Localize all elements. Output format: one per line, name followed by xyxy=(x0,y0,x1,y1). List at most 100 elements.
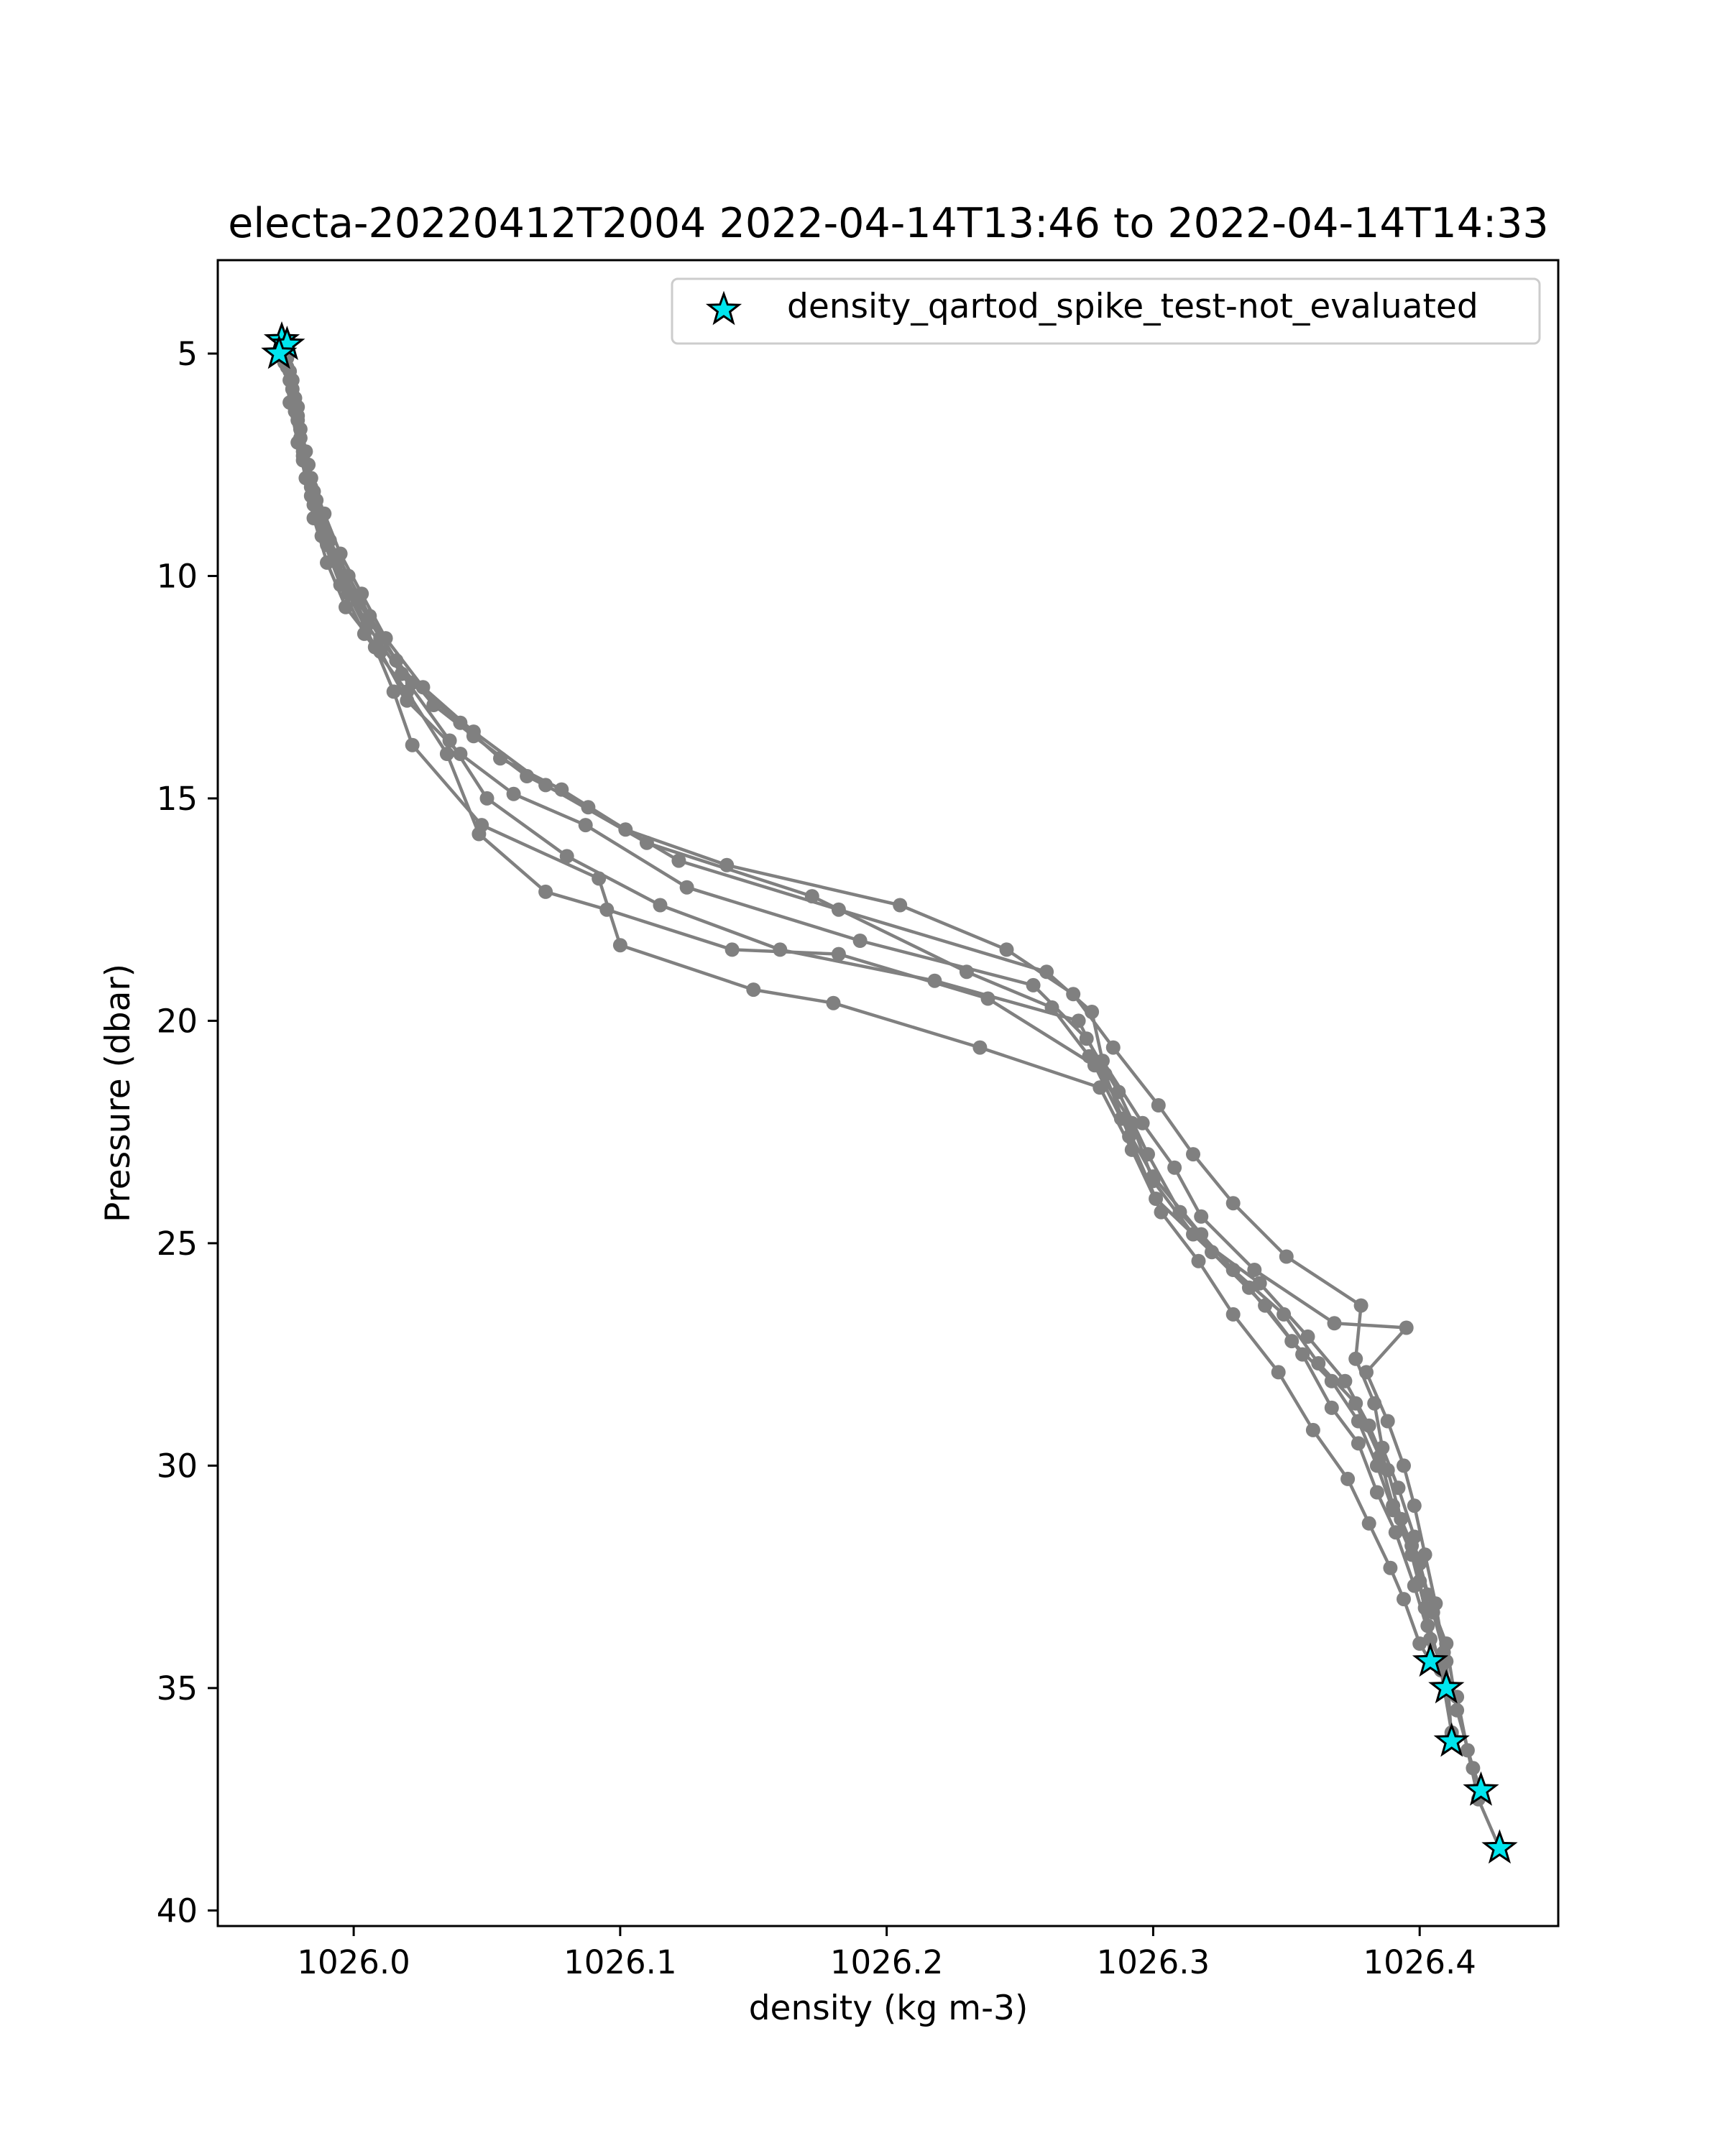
data-point xyxy=(578,818,593,833)
flagged-point-star xyxy=(1463,1771,1499,1806)
data-point xyxy=(506,786,521,801)
data-point xyxy=(378,631,393,646)
data-point xyxy=(453,715,468,730)
data-point xyxy=(773,942,788,957)
y-tick-label: 40 xyxy=(157,1892,198,1930)
data-point xyxy=(1305,1422,1320,1437)
data-point xyxy=(1124,1142,1139,1157)
data-point xyxy=(1167,1160,1182,1175)
data-point xyxy=(1340,1471,1356,1486)
data-point xyxy=(538,778,553,793)
data-point xyxy=(1380,1414,1395,1429)
data-point xyxy=(999,942,1014,957)
y-axis-ticks: 5 10 15 20 25 30 35 40 xyxy=(157,335,218,1930)
data-point xyxy=(442,733,457,748)
data-point xyxy=(1338,1373,1353,1388)
data-point xyxy=(415,680,431,695)
data-point xyxy=(367,640,382,655)
y-tick-label: 35 xyxy=(157,1669,198,1708)
data-point xyxy=(1460,1743,1475,1758)
data-point xyxy=(1399,1320,1414,1335)
flagged-point-star xyxy=(1481,1829,1518,1864)
data-point xyxy=(405,737,420,752)
data-point xyxy=(474,818,489,833)
data-point xyxy=(538,884,553,899)
data-point xyxy=(893,898,908,913)
data-point xyxy=(1194,1209,1209,1224)
y-axis-label: Pressure (dbar) xyxy=(98,964,138,1222)
data-point xyxy=(1300,1329,1315,1344)
data-point xyxy=(653,898,668,913)
data-point xyxy=(1085,1005,1100,1019)
data-point xyxy=(1353,1298,1368,1313)
flagged-point-star xyxy=(1412,1642,1449,1677)
data-point xyxy=(439,747,454,761)
data-point xyxy=(1407,1498,1422,1514)
data-point xyxy=(1154,1204,1169,1220)
data-point xyxy=(1194,1227,1209,1242)
data-point xyxy=(341,586,356,602)
data-point xyxy=(1225,1196,1241,1211)
data-point xyxy=(1295,1347,1310,1362)
data-point xyxy=(612,938,627,953)
x-tick-label: 1026.4 xyxy=(1363,1943,1476,1981)
data-point xyxy=(1439,1636,1454,1651)
data-point xyxy=(559,849,574,864)
data-point xyxy=(592,871,607,886)
data-point xyxy=(1279,1249,1294,1264)
data-point xyxy=(1404,1547,1420,1562)
data-point xyxy=(1284,1334,1300,1349)
data-point xyxy=(1247,1263,1262,1277)
data-point xyxy=(1369,1485,1384,1500)
data-point xyxy=(466,724,481,740)
data-point xyxy=(804,889,819,904)
x-axis-label: density (kg m-3) xyxy=(749,1989,1029,2028)
plot-frame xyxy=(216,259,1560,1927)
y-tick-label: 30 xyxy=(157,1447,198,1485)
x-tick-label: 1026.2 xyxy=(830,1943,943,1981)
data-point xyxy=(724,942,740,957)
x-tick-label: 1026.3 xyxy=(1097,1943,1210,1981)
data-point xyxy=(831,946,846,962)
flagged-points-layer xyxy=(261,321,1518,1864)
data-point xyxy=(1383,1560,1398,1575)
data-point xyxy=(1359,1365,1374,1380)
data-point xyxy=(1361,1516,1376,1531)
x-tick-label: 1026.1 xyxy=(564,1943,676,1981)
data-point xyxy=(1135,1115,1150,1130)
data-point xyxy=(1105,1040,1121,1055)
data-point xyxy=(1386,1503,1401,1518)
data-point xyxy=(1225,1307,1241,1322)
data-point xyxy=(1186,1147,1200,1162)
data-point xyxy=(400,684,415,699)
data-point xyxy=(1276,1307,1292,1322)
data-point xyxy=(354,586,369,602)
data-point xyxy=(826,995,841,1010)
legend-box xyxy=(671,277,1541,345)
chart-title: electa-20220412T2004 2022-04-14T13:46 to… xyxy=(228,200,1548,247)
data-point xyxy=(639,835,654,850)
y-tick-label: 10 xyxy=(157,557,198,595)
x-tick-label: 1026.0 xyxy=(297,1943,410,1981)
data-point xyxy=(1348,1351,1363,1366)
data-layer xyxy=(275,337,1507,1856)
data-point xyxy=(1351,1436,1366,1451)
data-point xyxy=(1271,1365,1286,1380)
data-point xyxy=(1241,1280,1256,1295)
data-point xyxy=(1191,1253,1206,1268)
data-point xyxy=(679,880,694,895)
x-axis-ticks: 1026.0 1026.1 1026.2 1026.3 1026.4 xyxy=(297,1926,1476,1981)
data-point xyxy=(1369,1458,1384,1473)
y-tick-label: 20 xyxy=(157,1002,198,1040)
data-point xyxy=(320,538,334,553)
profile-line-7 xyxy=(290,379,1432,1662)
data-point xyxy=(1412,1636,1427,1651)
data-point xyxy=(386,684,401,699)
data-point xyxy=(1172,1204,1187,1220)
data-point xyxy=(1146,1169,1161,1184)
data-point xyxy=(290,413,305,428)
legend-label: density_qartod_spike_test-not_evaluated xyxy=(787,287,1478,326)
data-point xyxy=(972,1040,988,1055)
data-point xyxy=(1026,977,1041,992)
data-point xyxy=(306,497,321,512)
